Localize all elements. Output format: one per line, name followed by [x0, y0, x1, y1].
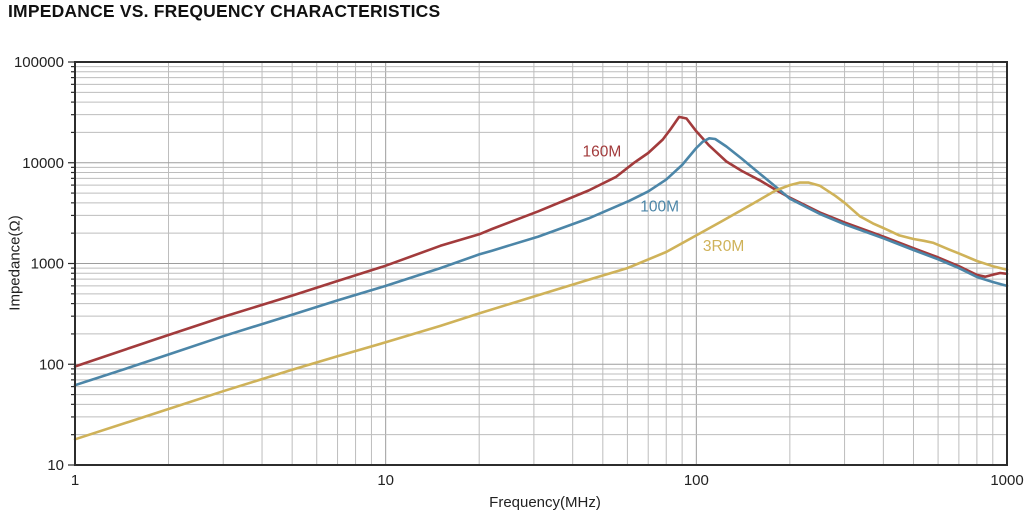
x-tick-label: 100: [684, 472, 709, 489]
y-tick-label: 100: [39, 356, 64, 373]
y-tick-label: 10: [47, 457, 64, 474]
x-tick-label: 1000: [990, 472, 1023, 489]
x-axis-title: Frequency(MHz): [489, 494, 601, 511]
series-label-160M: 160M: [582, 144, 621, 161]
x-tick-label: 10: [377, 472, 394, 489]
series-curves: [73, 115, 1009, 441]
y-tick-label: 10000: [22, 155, 64, 172]
axis-ticks: [68, 61, 75, 466]
tick-labels: 10 100 1000 10000 100000 1 10 100 1000: [14, 54, 1024, 489]
y-tick-label: 1000: [31, 256, 64, 273]
series-label-100M: 100M: [640, 198, 679, 215]
curve-100M: [73, 137, 1009, 387]
curve-3R0M: [73, 181, 1009, 441]
x-tick-label: 1: [71, 472, 79, 489]
y-axis-title: Impedance(Ω): [6, 215, 24, 311]
series-labels: 160M 100M 3R0M: [582, 144, 744, 255]
gridlines: [74, 61, 1008, 466]
curve-160M: [73, 115, 1009, 368]
chart-title: IMPEDANCE VS. FREQUENCY CHARACTERISTICS: [8, 1, 441, 21]
y-tick-label: 100000: [14, 54, 64, 71]
series-label-3R0M: 3R0M: [703, 238, 744, 255]
